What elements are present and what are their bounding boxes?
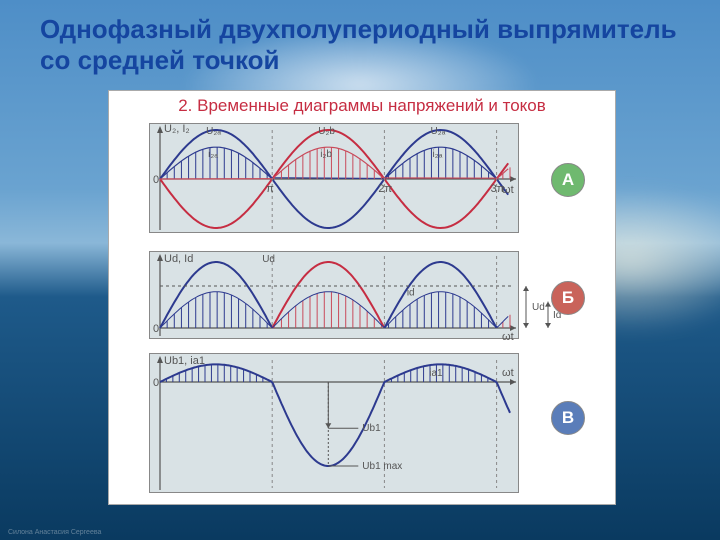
svg-text:U₂b: U₂b	[318, 126, 335, 137]
slide-title: Однофазный двухполупериодный выпрямитель…	[40, 14, 680, 76]
svg-text:Ub1, ia1: Ub1, ia1	[164, 355, 205, 367]
svg-text:0: 0	[153, 377, 159, 389]
badge-a: А	[551, 163, 585, 197]
svg-text:ωt: ωt	[502, 367, 514, 379]
svg-text:ia1: ia1	[429, 368, 443, 379]
svg-text:U₂ₐ: U₂ₐ	[430, 126, 445, 137]
svg-text:3π: 3π	[491, 183, 505, 195]
svg-text:Ud, Id: Ud, Id	[164, 253, 193, 265]
svg-text:i₂b: i₂b	[320, 149, 332, 160]
svg-text:2π: 2π	[378, 183, 392, 195]
panel-c: 0 Ub1, ia1 ωt ia1 Ub1 Ub1 max	[149, 353, 519, 493]
svg-text:π: π	[266, 183, 274, 195]
slide: Однофазный двухполупериодный выпрямитель…	[0, 0, 720, 540]
svg-text:0: 0	[153, 174, 159, 186]
svg-text:ωt: ωt	[502, 331, 514, 340]
svg-text:Ud: Ud	[532, 302, 545, 313]
figure-title: 2. Временные диаграммы напряжений и токо…	[109, 96, 615, 116]
figure-card: 2. Временные диаграммы напряжений и токо…	[108, 90, 616, 505]
svg-text:i₂ₐ: i₂ₐ	[432, 149, 442, 160]
badge-c: В	[551, 401, 585, 435]
svg-text:i₂ₐ: i₂ₐ	[208, 149, 218, 160]
svg-text:U₂ₐ: U₂ₐ	[206, 126, 221, 137]
panel-b: 0Ud, IdωtUdidUdId	[149, 251, 519, 339]
svg-text:Ud: Ud	[262, 254, 275, 265]
svg-text:U₂, I₂: U₂, I₂	[164, 124, 190, 135]
svg-text:0: 0	[153, 323, 159, 335]
svg-text:id: id	[407, 288, 415, 299]
panel-a: 0U₂, I₂ωtU₂ₐU₂bU₂ₐi₂ₐi₂bi₂ₐπ2π3π	[149, 123, 519, 233]
badge-b: Б	[551, 281, 585, 315]
svg-text:Ub1 max: Ub1 max	[362, 461, 402, 472]
svg-text:Ub1: Ub1	[362, 423, 381, 434]
signature: Силона Анастасия Сергеева	[8, 529, 101, 536]
